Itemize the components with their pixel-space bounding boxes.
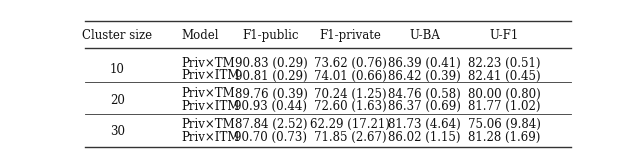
Text: 82.23 (0.51): 82.23 (0.51) [468,57,540,70]
Text: Priv×TM: Priv×TM [182,88,236,101]
Text: Priv×ITM: Priv×ITM [182,69,240,82]
Text: 75.06 (9.84): 75.06 (9.84) [468,118,541,131]
Text: F1-private: F1-private [319,29,381,42]
Text: 62.29 (17.21): 62.29 (17.21) [310,118,390,131]
Text: 89.76 (0.39): 89.76 (0.39) [234,88,307,101]
Text: Priv×TM: Priv×TM [182,57,236,70]
Text: 72.60 (1.63): 72.60 (1.63) [314,100,387,113]
Text: 81.28 (1.69): 81.28 (1.69) [468,131,540,144]
Text: 80.00 (0.80): 80.00 (0.80) [468,88,540,101]
Text: 82.41 (0.45): 82.41 (0.45) [468,69,540,82]
Text: 86.37 (0.69): 86.37 (0.69) [388,100,461,113]
Text: 86.39 (0.41): 86.39 (0.41) [388,57,461,70]
Text: 74.01 (0.66): 74.01 (0.66) [314,69,387,82]
Text: 70.24 (1.25): 70.24 (1.25) [314,88,387,101]
Text: 90.83 (0.29): 90.83 (0.29) [235,57,307,70]
Text: 86.02 (1.15): 86.02 (1.15) [388,131,461,144]
Text: 20: 20 [110,94,125,107]
Text: 71.85 (2.67): 71.85 (2.67) [314,131,387,144]
Text: 90.93 (0.44): 90.93 (0.44) [234,100,307,113]
Text: 30: 30 [109,125,125,138]
Text: 87.84 (2.52): 87.84 (2.52) [235,118,307,131]
Text: U-BA: U-BA [410,29,440,42]
Text: 10: 10 [110,63,125,76]
Text: Model: Model [182,29,219,42]
Text: 86.42 (0.39): 86.42 (0.39) [388,69,461,82]
Text: Priv×TM: Priv×TM [182,118,236,131]
Text: 90.81 (0.29): 90.81 (0.29) [235,69,307,82]
Text: Cluster size: Cluster size [82,29,152,42]
Text: 81.77 (1.02): 81.77 (1.02) [468,100,540,113]
Text: Priv×ITM: Priv×ITM [182,100,240,113]
Text: 84.76 (0.58): 84.76 (0.58) [388,88,461,101]
Text: F1-public: F1-public [243,29,300,42]
Text: Priv×ITM: Priv×ITM [182,131,240,144]
Text: 90.70 (0.73): 90.70 (0.73) [234,131,307,144]
Text: 81.73 (4.64): 81.73 (4.64) [388,118,461,131]
Text: U-F1: U-F1 [490,29,518,42]
Text: 73.62 (0.76): 73.62 (0.76) [314,57,387,70]
